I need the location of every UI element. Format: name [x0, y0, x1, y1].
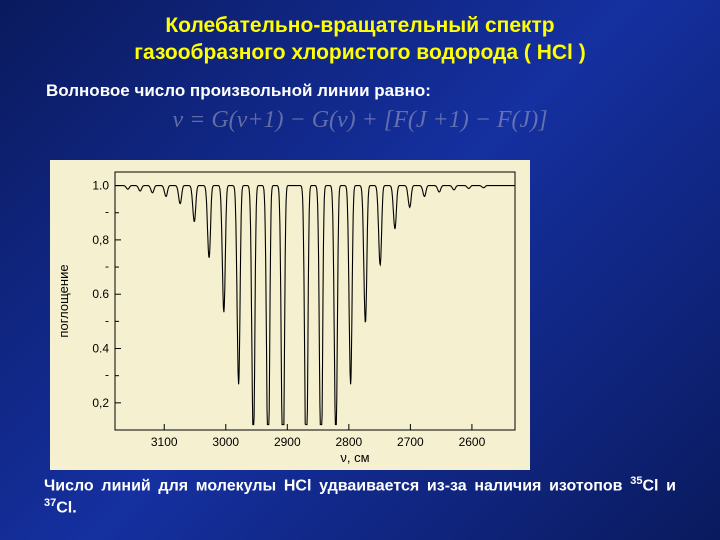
iso1-sup: 35 — [630, 475, 642, 487]
svg-text:-: - — [105, 259, 109, 273]
svg-text:поглощение: поглощение — [56, 264, 71, 337]
svg-text:2900: 2900 — [274, 435, 301, 449]
spectrum-svg: 1.0 0,8 0.6 0.4 0,2 - - - - 3100 3000 2900 2800 2700 2… — [50, 160, 530, 470]
svg-text:0,8: 0,8 — [92, 233, 109, 247]
formula-g: G(v+1) − G(v) + — [211, 107, 384, 133]
svg-text:0,2: 0,2 — [92, 396, 109, 410]
svg-text:0.6: 0.6 — [92, 287, 109, 301]
svg-text:-: - — [105, 368, 109, 382]
formula: ν = G(v+1) − G(v) + [F(J +1) − F(J)] — [0, 101, 720, 134]
iso2: Cl. — [56, 499, 76, 516]
formula-lbracket: [ — [384, 107, 393, 133]
svg-text:2700: 2700 — [397, 435, 424, 449]
svg-text:0.4: 0.4 — [92, 342, 109, 356]
svg-text:2600: 2600 — [459, 435, 486, 449]
footnote-pre: Число линий для молекулы HCl удваивается… — [44, 478, 630, 495]
spectrum-chart: 1.0 0,8 0.6 0.4 0,2 - - - - 3100 3000 2900 2800 2700 2… — [50, 160, 530, 470]
svg-text:2800: 2800 — [335, 435, 362, 449]
title-line-1: Колебательно-вращательный спектр — [165, 14, 554, 37]
svg-text:-: - — [105, 205, 109, 219]
title-line-2: газообразного хлористого водорода ( HCl … — [134, 41, 585, 64]
footnote: Число линий для молекулы HCl удваивается… — [44, 475, 676, 518]
formula-rbracket: ] — [538, 107, 547, 133]
formula-nu: ν — [172, 107, 183, 133]
page-title: Колебательно-вращательный спектр газообр… — [0, 0, 720, 67]
svg-text:3100: 3100 — [151, 435, 178, 449]
formula-eq: = — [183, 107, 211, 133]
svg-text:ν, см: ν, см — [340, 450, 369, 465]
svg-text:1.0: 1.0 — [92, 179, 109, 193]
iso1: Cl и — [642, 478, 676, 495]
subtitle: Волновое число произвольной линии равно: — [0, 67, 720, 101]
formula-f: F(J +1) − F(J) — [393, 107, 538, 133]
svg-text:-: - — [105, 313, 109, 327]
iso2-sup: 37 — [44, 497, 56, 509]
svg-text:3000: 3000 — [212, 435, 239, 449]
